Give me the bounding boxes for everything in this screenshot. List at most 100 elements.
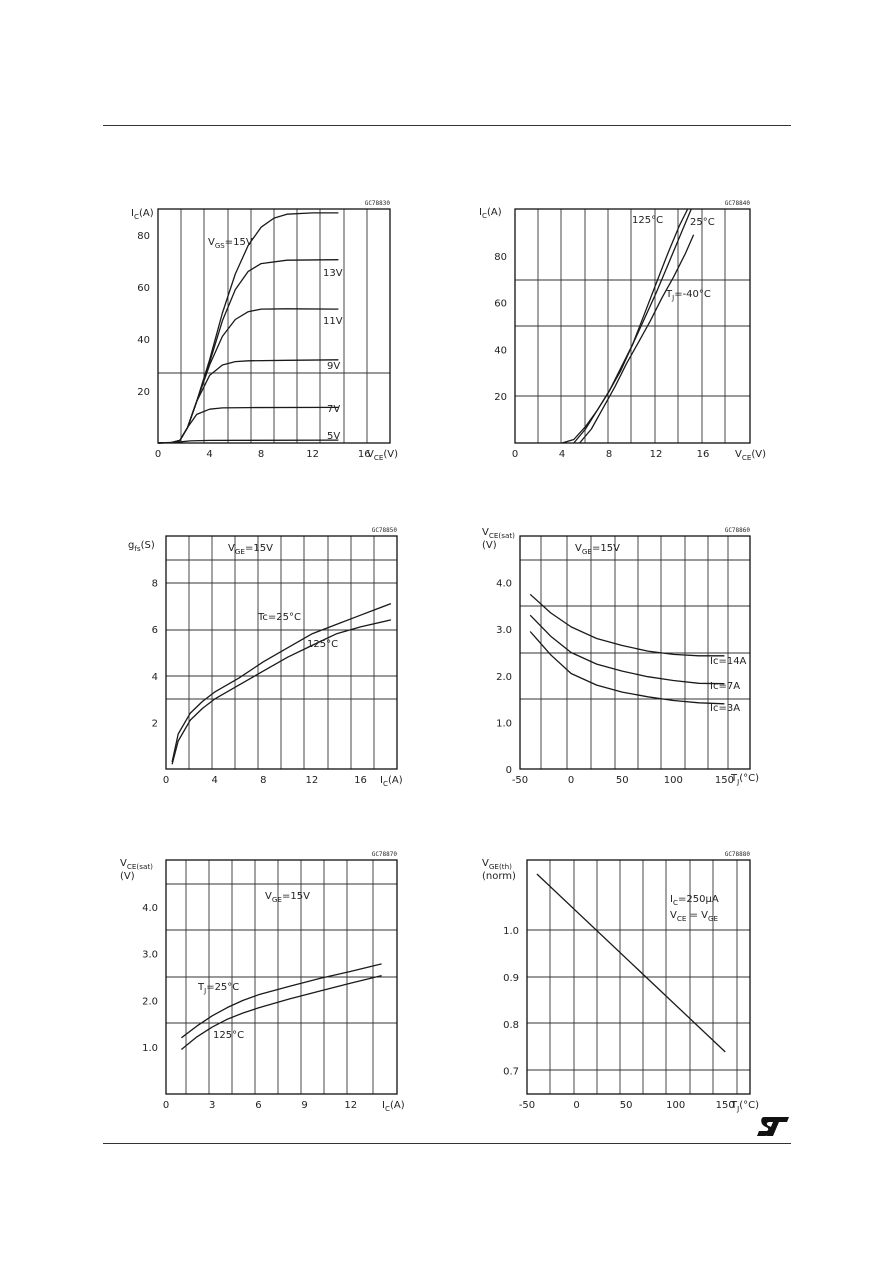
series-line <box>529 631 725 705</box>
series-label: TJ=25°C <box>197 982 239 995</box>
figure-code: GC78850 <box>372 527 398 534</box>
transfer-characteristics-chart: GC78840 0 4 8 12 16 20 40 60 80 IC(A) VCE(V) 125°C 25… <box>479 200 766 462</box>
footer-rule <box>103 1143 791 1144</box>
y-axis-label: gfs(S) <box>128 540 155 553</box>
vcesat-vs-temperature-chart: GC78860-50 0 50 100 15001.02.03.04.0VCE(sat)… <box>482 527 759 786</box>
figure-code: GC78880 <box>725 851 751 858</box>
series-label: 9V <box>327 361 340 372</box>
y-tick-label: 80 <box>494 252 507 263</box>
x-tick-label: 50 <box>620 1100 633 1111</box>
x-tick-label: 50 <box>616 775 629 786</box>
condition-annotation: VGE=15V <box>265 891 310 904</box>
series-label: Ic=7A <box>710 681 740 692</box>
st-logo-icon <box>757 1117 789 1136</box>
series-line <box>536 873 726 1053</box>
x-tick-label: 4 <box>559 449 565 460</box>
x-tick-label: 100 <box>666 1100 685 1111</box>
condition-annotation: VGE=15V <box>575 543 620 556</box>
condition-annotation: VCE = VGE <box>670 910 719 923</box>
y-tick-label: 2.0 <box>142 996 158 1007</box>
series-line <box>181 963 382 1039</box>
series-label: Ic=3A <box>710 703 740 714</box>
series-line <box>579 234 695 444</box>
y-tick-label: 6 <box>152 625 158 636</box>
threshold-voltage-vs-temperature-chart: GC78880 -50 0 50 100 150 0.7 0.8 0.9 1.0 VGE(th)(n… <box>482 851 759 1113</box>
x-axis-label: VCE(V) <box>735 449 766 462</box>
x-tick-label: 0 <box>155 449 161 460</box>
y-tick-label: 40 <box>137 335 150 346</box>
x-axis-label: VCE(V) <box>367 449 398 462</box>
series-line <box>171 602 392 763</box>
y-tick-label: 2 <box>152 718 158 729</box>
x-tick-label: 16 <box>354 775 367 786</box>
figure-code: GC78860 <box>725 527 751 534</box>
series-line <box>157 259 339 444</box>
y-tick-label: 60 <box>494 299 507 310</box>
plot-frame <box>526 859 751 1095</box>
x-tick-label: 12 <box>306 775 319 786</box>
vcesat-vs-current-chart: GC78870 0 3 6 9 12 1.0 2.0 3.0 4.0 VCE(sat)(V) IC(A… <box>120 851 405 1113</box>
x-tick-label: 0 <box>512 449 518 460</box>
x-tick-label: 9 <box>301 1100 307 1111</box>
x-tick-label: -50 <box>512 775 528 786</box>
header-rule <box>103 125 791 126</box>
x-tick-label: 0 <box>573 1100 579 1111</box>
y-axis-label: IC(A) <box>131 208 154 221</box>
series-label: 125°C <box>213 1030 244 1041</box>
series-line <box>157 308 339 444</box>
series-label: VGS=15V <box>208 237 253 250</box>
plot-frame <box>514 208 751 444</box>
y-tick-label: 1.0 <box>142 1043 158 1054</box>
output-characteristics-chart: GC78830 0 4 8 12 16 20 40 60 80 IC(A) VCE(V) VGS=15V… <box>131 200 398 462</box>
x-tick-label: 0 <box>568 775 574 786</box>
y-axis-label: (V) <box>482 540 497 551</box>
y-tick-label: 4 <box>152 672 158 683</box>
x-tick-label: 16 <box>697 449 710 460</box>
plot-frame <box>165 859 398 1095</box>
series-line <box>529 614 725 685</box>
series-label: 125°C <box>307 639 338 650</box>
plot-frame <box>519 535 751 770</box>
y-axis-label: VCE(sat) <box>482 527 515 540</box>
y-axis-label: (V) <box>120 871 135 882</box>
x-tick-label: 150 <box>715 775 734 786</box>
series-label: 11V <box>323 316 343 327</box>
series-line <box>171 619 392 765</box>
x-tick-label: 100 <box>664 775 683 786</box>
y-tick-label: 1.0 <box>496 718 512 729</box>
series-line <box>573 208 692 444</box>
x-axis-label: TJ(°C) <box>730 773 759 786</box>
series-label: TJ=-40°C <box>665 289 711 302</box>
y-tick-label: 0.8 <box>503 1020 519 1031</box>
x-tick-label: 150 <box>716 1100 735 1111</box>
y-tick-label: 3.0 <box>142 950 158 961</box>
y-axis-label: VGE(th) <box>482 858 512 871</box>
x-tick-label: 8 <box>606 449 612 460</box>
x-tick-label: -50 <box>519 1100 535 1111</box>
transconductance-chart: GC78850 0 4 8 12 16 2 4 6 8 gfs(S) IC(A) Tc=25°C 125°… <box>128 527 403 788</box>
series-label: 125°C <box>632 215 663 226</box>
x-tick-label: 0 <box>163 1100 169 1111</box>
series-label: 7V <box>327 404 340 415</box>
y-axis-label: VCE(sat) <box>120 858 153 871</box>
x-axis-label: IC(A) <box>380 775 403 788</box>
x-tick-label: 3 <box>209 1100 215 1111</box>
x-tick-label: 12 <box>344 1100 357 1111</box>
series-label: Ic=14A <box>710 656 747 667</box>
y-tick-label: 40 <box>494 345 507 356</box>
figure-code: GC78830 <box>365 200 391 207</box>
series-label: 25°C <box>690 217 715 228</box>
y-tick-label: 1.0 <box>503 926 519 937</box>
x-tick-label: 8 <box>258 449 264 460</box>
y-tick-label: 4.0 <box>142 903 158 914</box>
y-tick-label: 0.9 <box>503 973 519 984</box>
x-tick-label: 12 <box>306 449 319 460</box>
series-label: 13V <box>323 268 343 279</box>
y-tick-label: 8 <box>152 579 158 590</box>
figure-code: GC78870 <box>372 851 398 858</box>
y-tick-label: 80 <box>137 231 150 242</box>
y-axis-label: (norm) <box>482 871 516 882</box>
series-label: Tc=25°C <box>257 612 301 623</box>
y-tick-label: 0.7 <box>503 1067 519 1078</box>
